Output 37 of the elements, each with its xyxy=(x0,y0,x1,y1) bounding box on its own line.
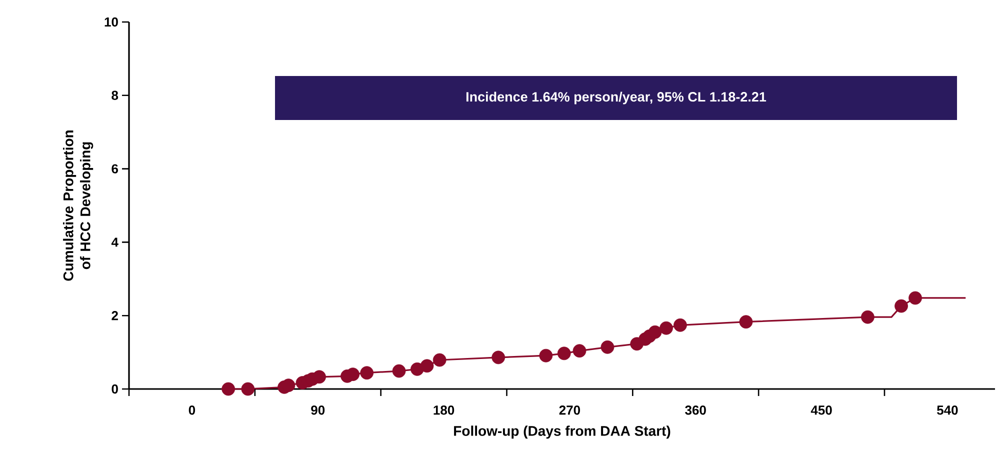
point xyxy=(360,366,374,380)
point xyxy=(648,325,662,339)
x-tick-label: 360 xyxy=(685,406,706,415)
point xyxy=(908,291,922,305)
point xyxy=(674,318,687,332)
y-tick-label: 10 xyxy=(104,17,118,27)
point xyxy=(492,350,506,364)
point xyxy=(600,340,614,354)
point xyxy=(739,315,753,329)
y-tick-label: 8 xyxy=(112,90,118,100)
point xyxy=(894,299,908,313)
y-tick-label: 2 xyxy=(112,311,118,320)
x-tick-label: 0 xyxy=(188,406,196,415)
point xyxy=(312,370,326,384)
point xyxy=(432,353,446,367)
y-tick-label: 4 xyxy=(111,238,118,247)
y-tick-label: 6 xyxy=(112,164,118,174)
point xyxy=(572,344,586,358)
x-tick-label: 270 xyxy=(559,406,580,415)
point xyxy=(241,382,255,396)
point xyxy=(420,359,434,373)
y-axis-title: Cumulative Proportion of HCC Developing xyxy=(63,130,94,281)
point xyxy=(557,346,571,360)
y-tick-label: 0 xyxy=(112,384,118,394)
point xyxy=(392,364,406,378)
x-tick-label: 540 xyxy=(937,406,958,415)
x-tick-label: 180 xyxy=(434,406,454,415)
point xyxy=(660,321,673,335)
x-axis-title: Follow-up (Days from DAA Start) xyxy=(454,426,670,439)
point xyxy=(539,348,553,362)
point xyxy=(282,378,296,392)
annotation: Incidence 1.64% person/year, 95% CL 1.18-2.21 xyxy=(466,92,766,104)
x-tick-label: 450 xyxy=(810,406,832,415)
point xyxy=(861,310,874,324)
point xyxy=(346,368,360,382)
x-tick-label: 90 xyxy=(311,406,325,415)
point xyxy=(222,382,236,396)
